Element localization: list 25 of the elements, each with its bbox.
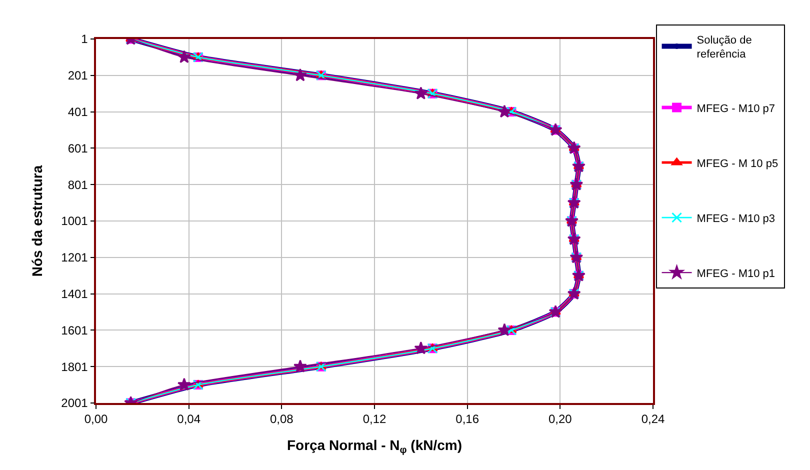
x-tick-label: 0,20: [548, 412, 572, 426]
y-tick-label: 1601: [61, 323, 88, 338]
x-tick-label: 0,24: [641, 412, 665, 426]
x-tick-label: 0,16: [456, 412, 480, 426]
y-tick-label: 201: [68, 68, 88, 83]
x-axis-title: Força Normal - N$_{φ}$ (kN/cm): [286, 436, 462, 456]
x-tick-label: 0,08: [270, 412, 294, 426]
legend-label: MFEG - M 10 p5: [696, 158, 778, 170]
y-tick-label: 801: [68, 178, 88, 192]
legend-label: MFEG - M10 p7: [696, 102, 776, 115]
x-tick-label: 0,12: [362, 412, 386, 426]
y-tick-label: 2001: [61, 396, 88, 410]
x-tick-label: 0,00: [84, 412, 108, 426]
y-tick-label: 1801: [61, 360, 88, 374]
y-tick-label: 401: [68, 105, 88, 119]
y-axis-title: Nós da estrutura: [29, 165, 46, 277]
y-tick-label: 601: [68, 141, 88, 156]
x-tick-label: 0,04: [177, 412, 201, 426]
y-tick-label: 1201: [61, 250, 88, 265]
y-tick-label: 1401: [61, 287, 88, 301]
y-tick-label: 1001: [61, 214, 88, 228]
y-tick-label: 1: [81, 32, 88, 46]
legend-label: Solução de referência: [696, 34, 752, 61]
legend-label: MFEG - M10 p3: [696, 212, 776, 225]
legend-label: MFEG - M10 p1: [696, 268, 776, 280]
